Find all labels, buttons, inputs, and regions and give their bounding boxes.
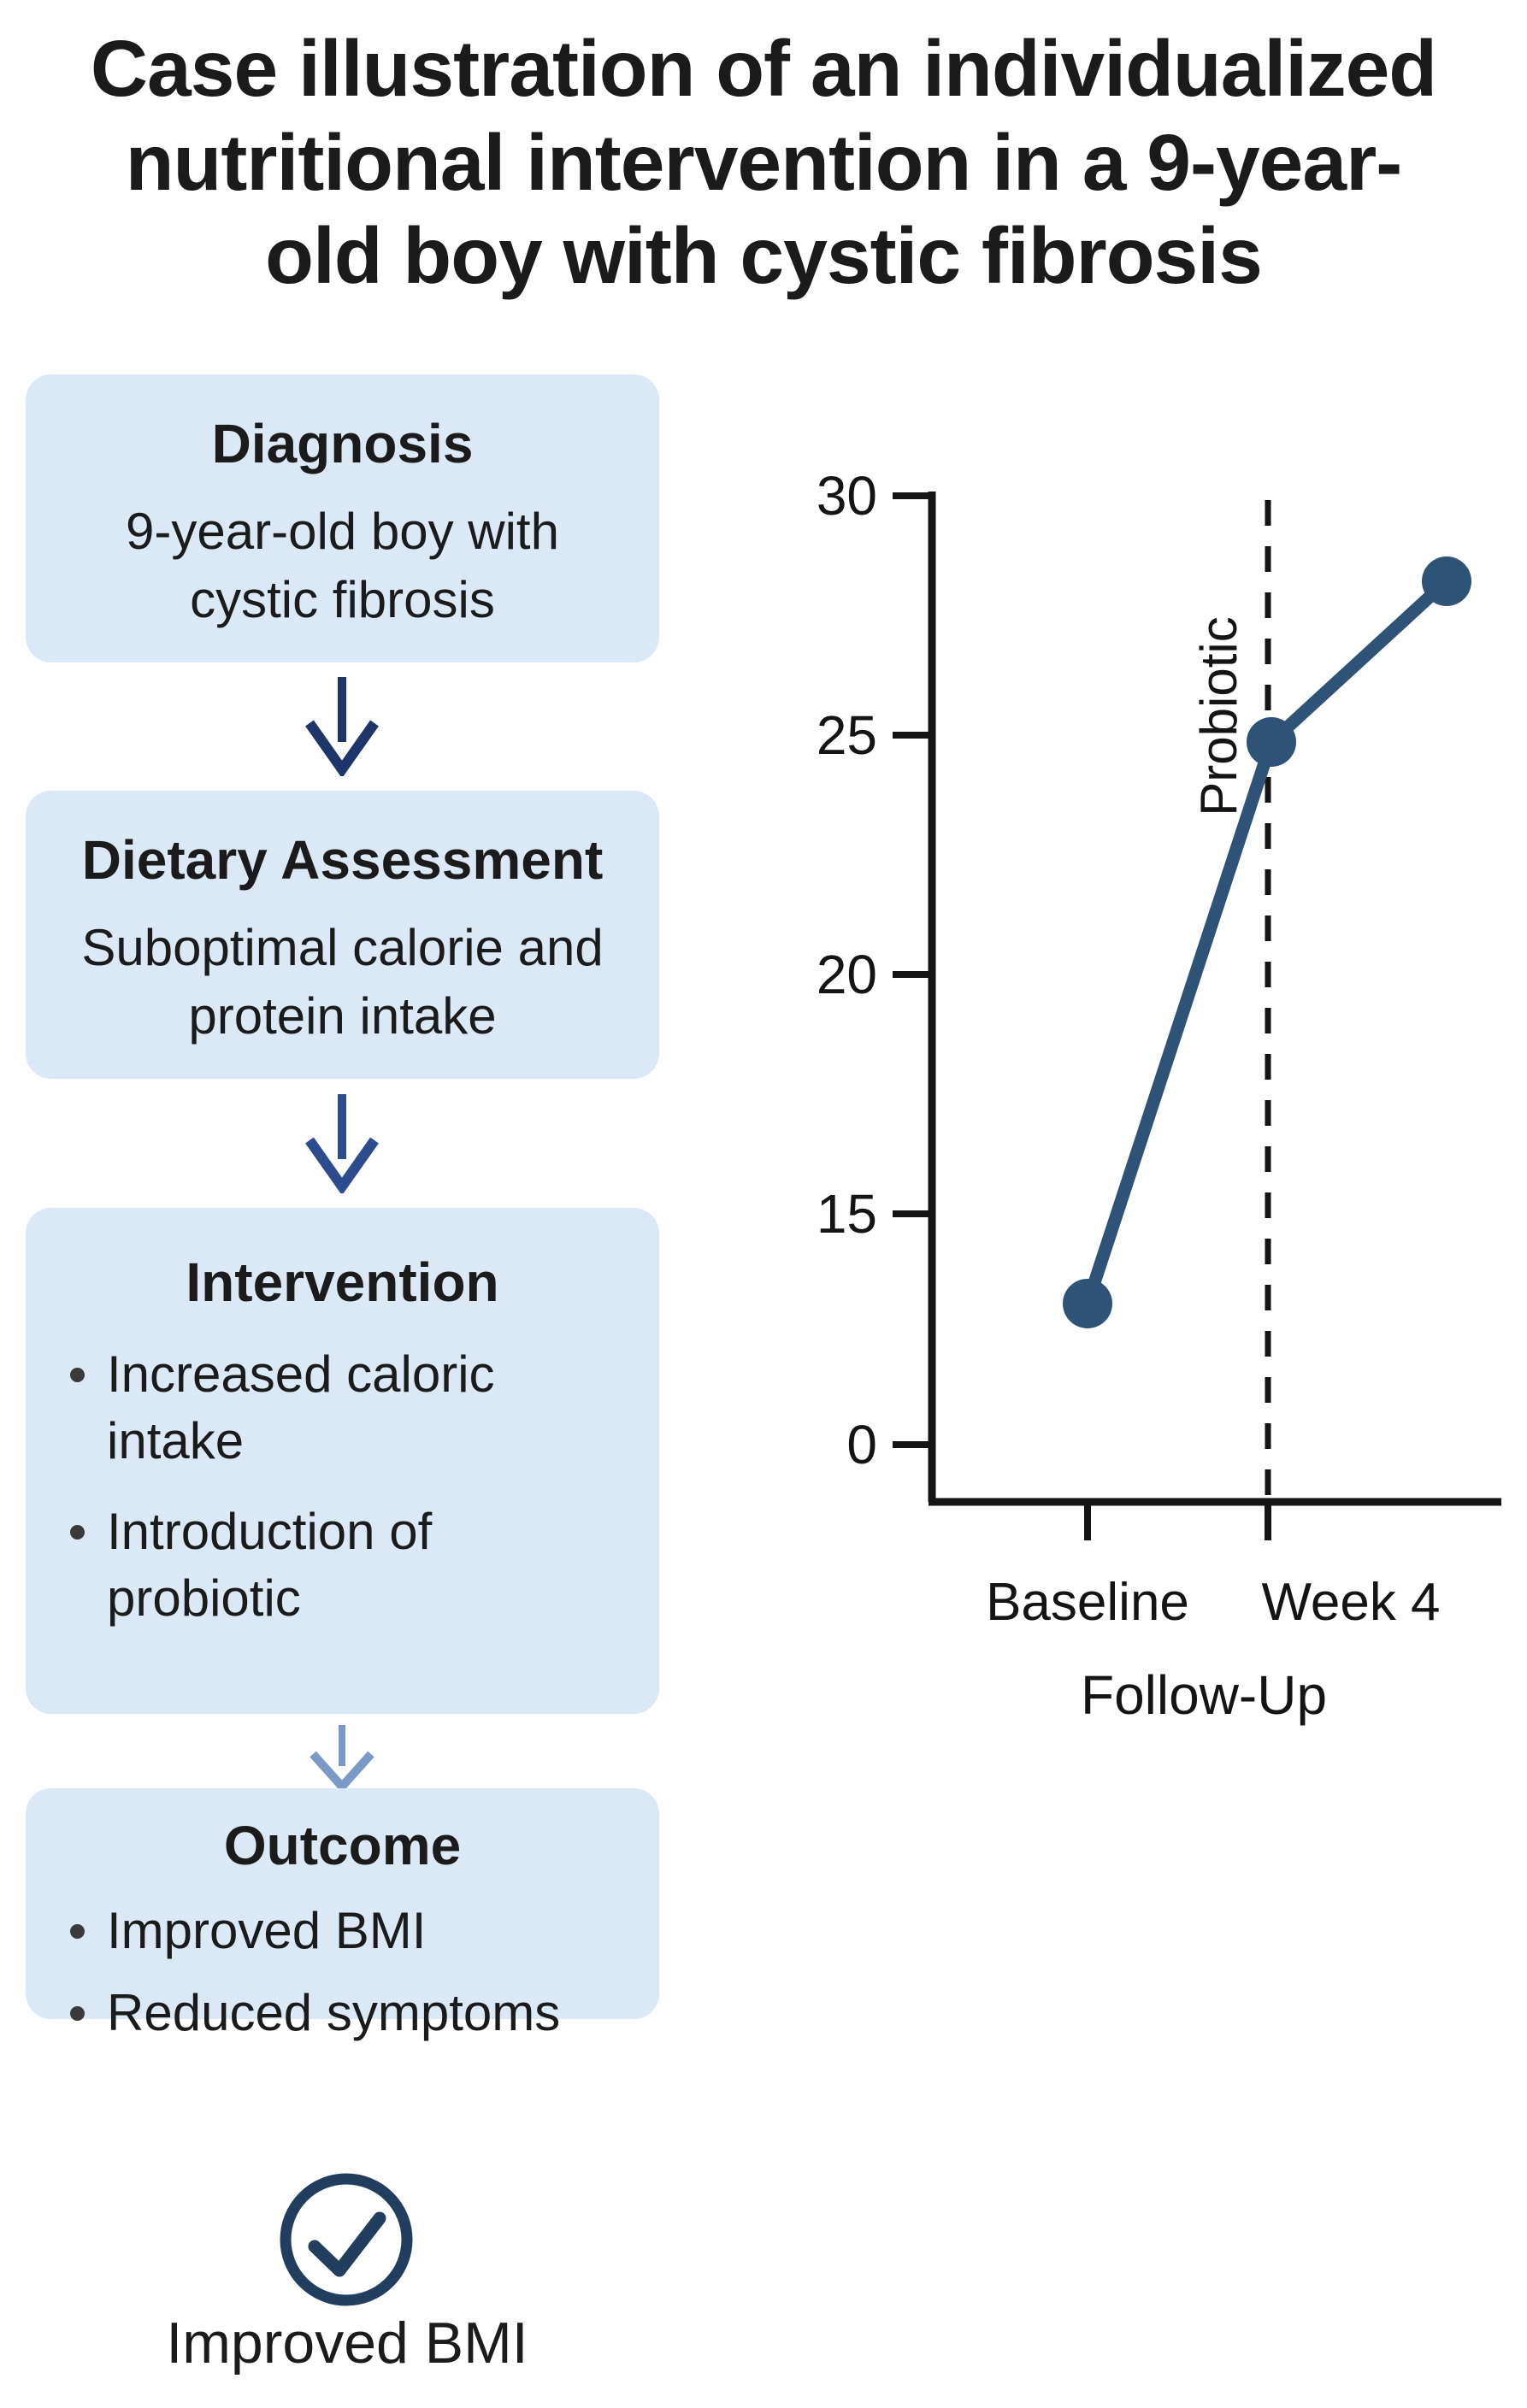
- figure-title-line-2: nutritional intervention in a 9-year-: [125, 117, 1403, 207]
- intervention-heading: Intervention: [186, 1251, 499, 1313]
- bmi-line-chart: 30 25 20 15 0 Probiotic Baseline Week 4 …: [817, 465, 1501, 1726]
- list-item: Introduction of probiotic: [70, 1498, 635, 1632]
- list-item: Improved BMI: [70, 1898, 635, 1964]
- figure-title-line-3: old boy with cystic fibrosis: [265, 211, 1263, 301]
- y-tick-label: 20: [817, 944, 877, 1005]
- diagnosis-heading: Diagnosis: [211, 413, 474, 474]
- figure-title: Case illustration of an individualized n…: [0, 22, 1527, 303]
- result-label: Improved BMI: [166, 2311, 528, 2376]
- intervention-bullet-1: Increased caloric intake: [107, 1345, 495, 1469]
- figure-title-line-1: Case illustration of an individualized: [90, 24, 1437, 113]
- y-tick-label: 0: [846, 1414, 877, 1475]
- flow-box-diagnosis: Diagnosis 9-year-old boy with cystic fib…: [26, 374, 659, 662]
- data-point-post-week4: [1422, 556, 1471, 606]
- y-axis-tick-labels: 30 25 20 15 0: [817, 465, 877, 1475]
- outcome-heading: Outcome: [223, 1815, 462, 1876]
- list-item: Reduced symptoms: [70, 1980, 635, 2046]
- arrow-down-icon: [299, 1723, 385, 1792]
- outcome-bullet-list: Improved BMI Reduced symptoms: [26, 1898, 659, 2046]
- y-axis-ticks: [893, 492, 932, 1448]
- arrow-down-icon: [299, 1091, 385, 1193]
- dietary-assessment-body: Suboptimal calorie and protein intake: [81, 919, 604, 1045]
- x-tick-label-baseline: Baseline: [986, 1573, 1189, 1632]
- dietary-assessment-heading: Dietary Assessment: [81, 829, 604, 891]
- y-tick-label: 25: [817, 704, 877, 766]
- outcome-bullet-2: Reduced symptoms: [107, 1984, 561, 2041]
- bullet-dot: [70, 1525, 85, 1540]
- check-circle-icon: [276, 2170, 417, 2311]
- probiotic-annotation-label: Probiotic: [1190, 616, 1247, 815]
- diagnosis-body: 9-year-old boy with cystic fibrosis: [126, 503, 559, 628]
- intervention-bullet-list: Increased caloric intake Introduction of…: [26, 1341, 659, 1632]
- bullet-dot: [70, 2006, 85, 2021]
- intervention-bullet-2: Introduction of probiotic: [107, 1503, 433, 1627]
- bullet-dot: [70, 1924, 85, 1939]
- data-point-week4: [1247, 717, 1296, 767]
- flow-box-outcome: Outcome Improved BMI Reduced symptoms: [26, 1788, 659, 2041]
- x-axis-ticks: [1084, 1502, 1271, 1540]
- y-tick-label: 15: [817, 1183, 877, 1245]
- y-tick-label: 30: [817, 465, 877, 527]
- arrow-down-icon: [299, 674, 385, 776]
- outcome-bullet-1: Improved BMI: [107, 1902, 427, 1959]
- flow-box-intervention: Intervention Increased caloric intake In…: [26, 1208, 659, 1714]
- flow-box-dietary-assessment: Dietary Assessment Suboptimal calorie an…: [26, 791, 659, 1079]
- x-tick-label-week4: Week 4: [1261, 1573, 1440, 1632]
- list-item: Increased caloric intake: [70, 1341, 635, 1475]
- data-point-baseline: [1063, 1279, 1112, 1328]
- bullet-dot: [70, 1368, 85, 1382]
- x-axis-label: Follow-Up: [1081, 1664, 1327, 1726]
